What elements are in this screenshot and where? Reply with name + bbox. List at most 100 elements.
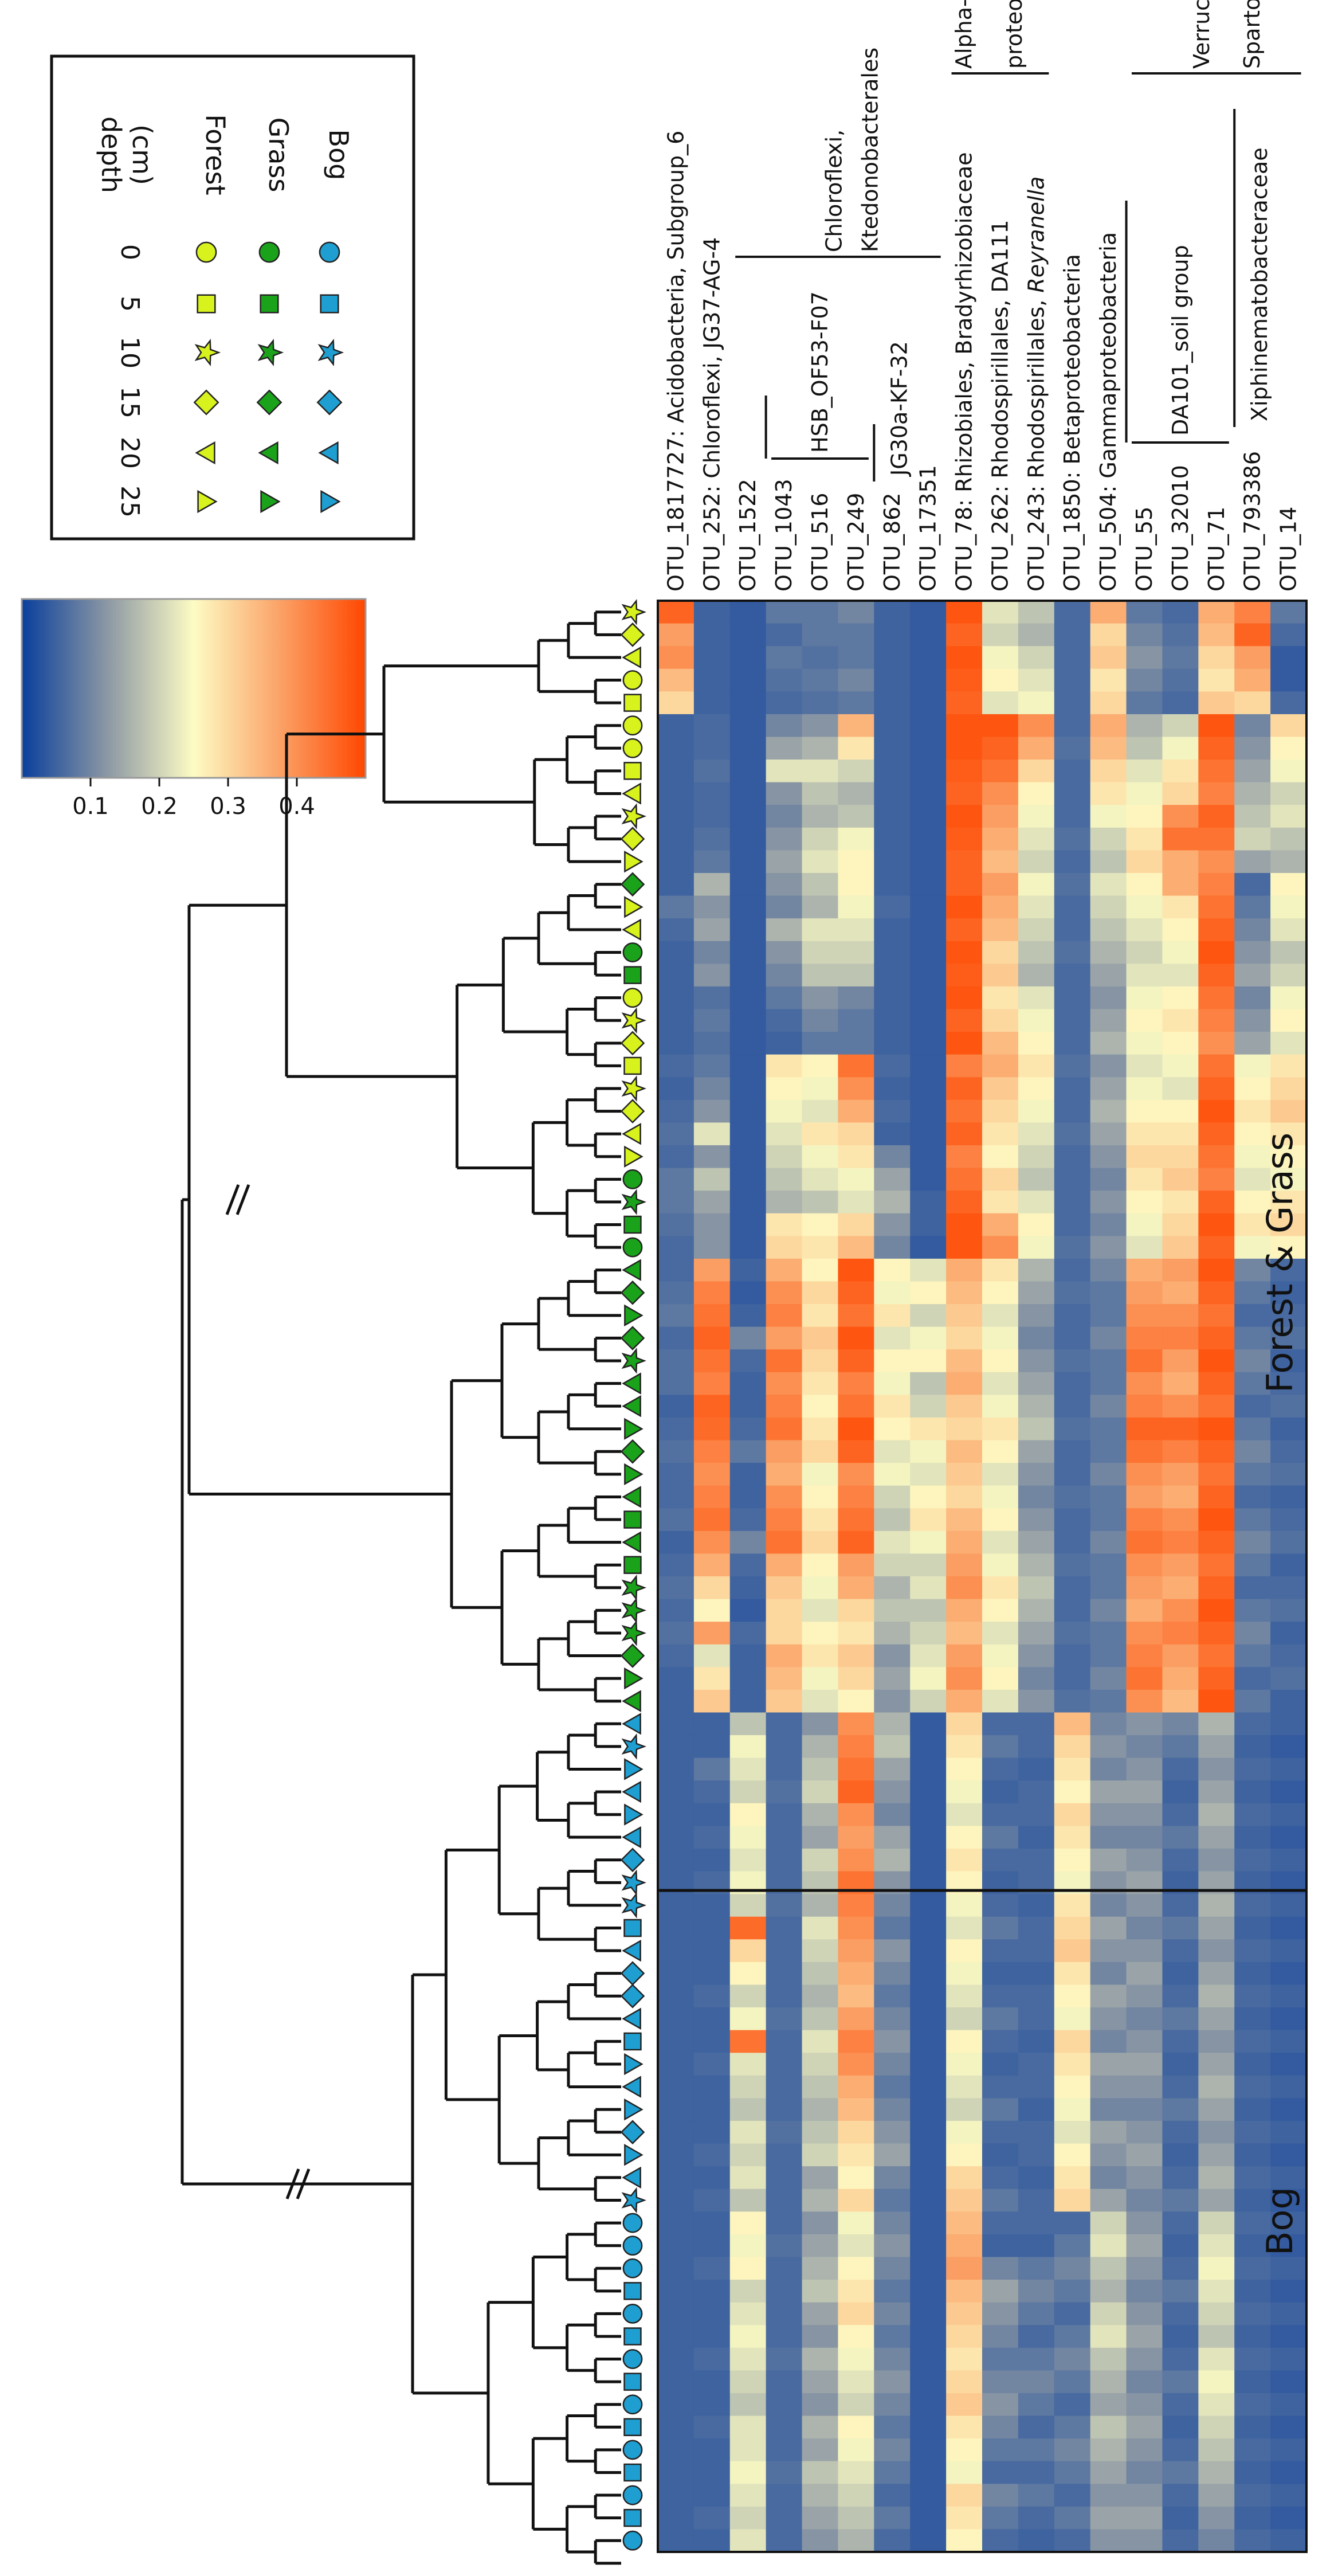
annotation-hsb: HSB_OF53-F07 [807, 291, 833, 453]
heatmap-cell [874, 1077, 911, 1101]
heatmap-cell [838, 1440, 874, 1463]
heatmap-cell [910, 1553, 947, 1577]
heatmap-cell [946, 623, 983, 647]
heatmap-cell [1126, 2416, 1163, 2439]
heatmap-cell [766, 1939, 803, 1963]
heatmap-cell [1270, 1757, 1307, 1781]
heatmap-cell [1198, 941, 1235, 964]
heatmap-cell [658, 1735, 694, 1759]
heatmap-cell [910, 2053, 947, 2076]
heatmap-cell [1198, 1757, 1235, 1781]
heatmap-cell [1018, 2416, 1055, 2439]
heatmap-cell [838, 623, 874, 647]
heatmap-cell [982, 1735, 1019, 1759]
sample-marker-shape [622, 1531, 641, 1553]
heatmap-cell [1234, 760, 1271, 783]
sample-marker [620, 1643, 645, 1668]
heatmap-cell [838, 601, 874, 624]
sample-marker-shape [622, 1169, 643, 1189]
sample-marker [623, 694, 642, 712]
heatmap-cell [1198, 1622, 1235, 1645]
heatmap-cell [1018, 2030, 1055, 2053]
heatmap-cell [1018, 2189, 1055, 2212]
heatmap-cell [1018, 1667, 1055, 1690]
sample-marker-shape [622, 2530, 643, 2551]
heatmap-cell [1054, 1009, 1091, 1032]
heatmap-cell [693, 2007, 731, 2031]
heatmap-cell [910, 1894, 947, 1917]
heatmap-cell [982, 1099, 1019, 1123]
heatmap-cell [1090, 1213, 1127, 1236]
heatmap-cell [946, 1530, 983, 1555]
heatmap-cell [658, 782, 694, 805]
heatmap-cell [1162, 918, 1199, 942]
heatmap-cell [838, 2416, 874, 2439]
heatmap-cell [1234, 1939, 1271, 1963]
heatmap-cell [838, 646, 874, 670]
heatmap-cell [729, 1553, 767, 1577]
sample-marker [622, 670, 643, 690]
heatmap-cell [1270, 1803, 1307, 1826]
heatmap-cell [1198, 2484, 1235, 2507]
heatmap-cell [1234, 601, 1271, 624]
heatmap-cell [946, 1440, 983, 1463]
sample-marker-shape [623, 762, 642, 780]
heatmap-cell [1054, 827, 1091, 851]
heatmap-cell [693, 2393, 731, 2417]
heatmap-cell [1090, 1939, 1127, 1963]
heatmap-cell [1162, 2393, 1199, 2417]
heatmap-cell [658, 1984, 694, 2008]
heatmap-cell [693, 1009, 731, 1032]
heatmap-cell [910, 1803, 947, 1826]
heatmap-cell [946, 1213, 983, 1236]
sample-marker-shape [621, 1574, 647, 1601]
heatmap-cell [693, 714, 731, 738]
heatmap-cell [1090, 2416, 1127, 2439]
heatmap-cell [802, 2189, 839, 2212]
sample-marker [620, 1326, 645, 1350]
heatmap-cell [1018, 2302, 1055, 2326]
heatmap-cell [658, 2120, 694, 2144]
heatmap-cell [1162, 2211, 1199, 2235]
sample-marker-shape [622, 2440, 643, 2460]
heatmap-cell [1198, 2166, 1235, 2190]
heatmap-cell [982, 1440, 1019, 1463]
heatmap-cell [1018, 1395, 1055, 1418]
heatmap-cell [1198, 2370, 1235, 2394]
sample-marker [623, 2463, 642, 2482]
heatmap-cell [910, 1508, 947, 1532]
heatmap-cell [1270, 1372, 1307, 1395]
heatmap-cell [1090, 850, 1127, 874]
heatmap-cell [729, 1372, 767, 1395]
heatmap-cell [729, 895, 767, 919]
heatmap-cell [658, 1145, 694, 1169]
heatmap-cell [729, 2257, 767, 2280]
heatmap-cell [1162, 2484, 1199, 2507]
heatmap-cell [1162, 2347, 1199, 2371]
sample-marker-shape [622, 2166, 641, 2189]
heatmap-cell [874, 1395, 911, 1418]
heatmap-cell [1126, 1099, 1163, 1123]
heatmap-cell [910, 2393, 947, 2417]
heatmap-cell [729, 1599, 767, 1622]
heatmap-cell [1126, 623, 1163, 647]
heatmap-cell [802, 1757, 839, 1781]
heatmap-cell [874, 1826, 911, 1849]
heatmap-cell [1198, 1576, 1235, 1600]
heatmap-cell [1018, 714, 1055, 738]
sample-marker-shape [623, 2463, 642, 2482]
heatmap-cell [1162, 2098, 1199, 2121]
colorbar-tick-label: 0.4 [278, 793, 315, 820]
heatmap-cell [802, 2393, 839, 2417]
heatmap-cell [1126, 2211, 1163, 2235]
heatmap-cell [1054, 1372, 1091, 1395]
heatmap-cell [874, 2438, 911, 2462]
legend-marker [195, 441, 215, 465]
heatmap-cell [946, 2166, 983, 2190]
heatmap-cell [1018, 1145, 1055, 1169]
axis-break [236, 1184, 250, 1215]
heatmap-cell [1162, 1553, 1199, 1577]
heatmap-cell [982, 1236, 1019, 1259]
heatmap-cell [1090, 2280, 1127, 2303]
heatmap-cell [1234, 1644, 1271, 1667]
